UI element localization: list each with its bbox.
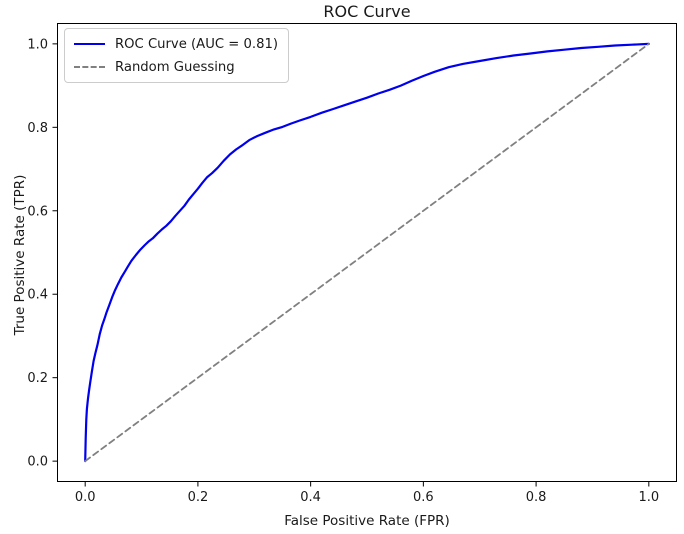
y-tick-label: 0.0: [27, 455, 48, 470]
y-tick-label: 0.2: [27, 371, 48, 386]
y-tick-label: 0.8: [27, 121, 48, 136]
x-tick-label: 0.2: [188, 490, 209, 505]
legend-label-roc-curve: ROC Curve (AUC = 0.81): [115, 36, 279, 52]
random-guessing-line: [84, 43, 650, 463]
x-axis-label: False Positive Rate (FPR): [284, 513, 450, 529]
x-tick-label: 0.0: [75, 490, 96, 505]
legend: ROC Curve (AUC = 0.81) Random Guessing: [64, 28, 290, 83]
x-tick-label: 0.4: [300, 490, 321, 505]
x-tick-label: 0.8: [526, 490, 547, 505]
y-tick-label: 0.6: [27, 204, 48, 219]
random-guessing-line-swatch: [74, 66, 105, 68]
axes-frame: [57, 23, 677, 482]
y-tick-label: 1.0: [27, 37, 48, 52]
y-tick-label: 0.4: [27, 288, 48, 303]
roc-curve-line: [84, 42, 650, 463]
legend-label-random-guessing: Random Guessing: [115, 59, 235, 75]
legend-item-roc-curve: ROC Curve (AUC = 0.81): [74, 35, 278, 53]
x-tick-label: 1.0: [638, 490, 659, 505]
roc-curve-line-swatch: [74, 43, 105, 45]
chart-title: ROC Curve: [323, 2, 411, 21]
y-axis-label: True Positive Rate (TPR): [12, 174, 28, 336]
x-tick-label: 0.6: [413, 490, 434, 505]
legend-item-random-guessing: Random Guessing: [74, 58, 278, 76]
